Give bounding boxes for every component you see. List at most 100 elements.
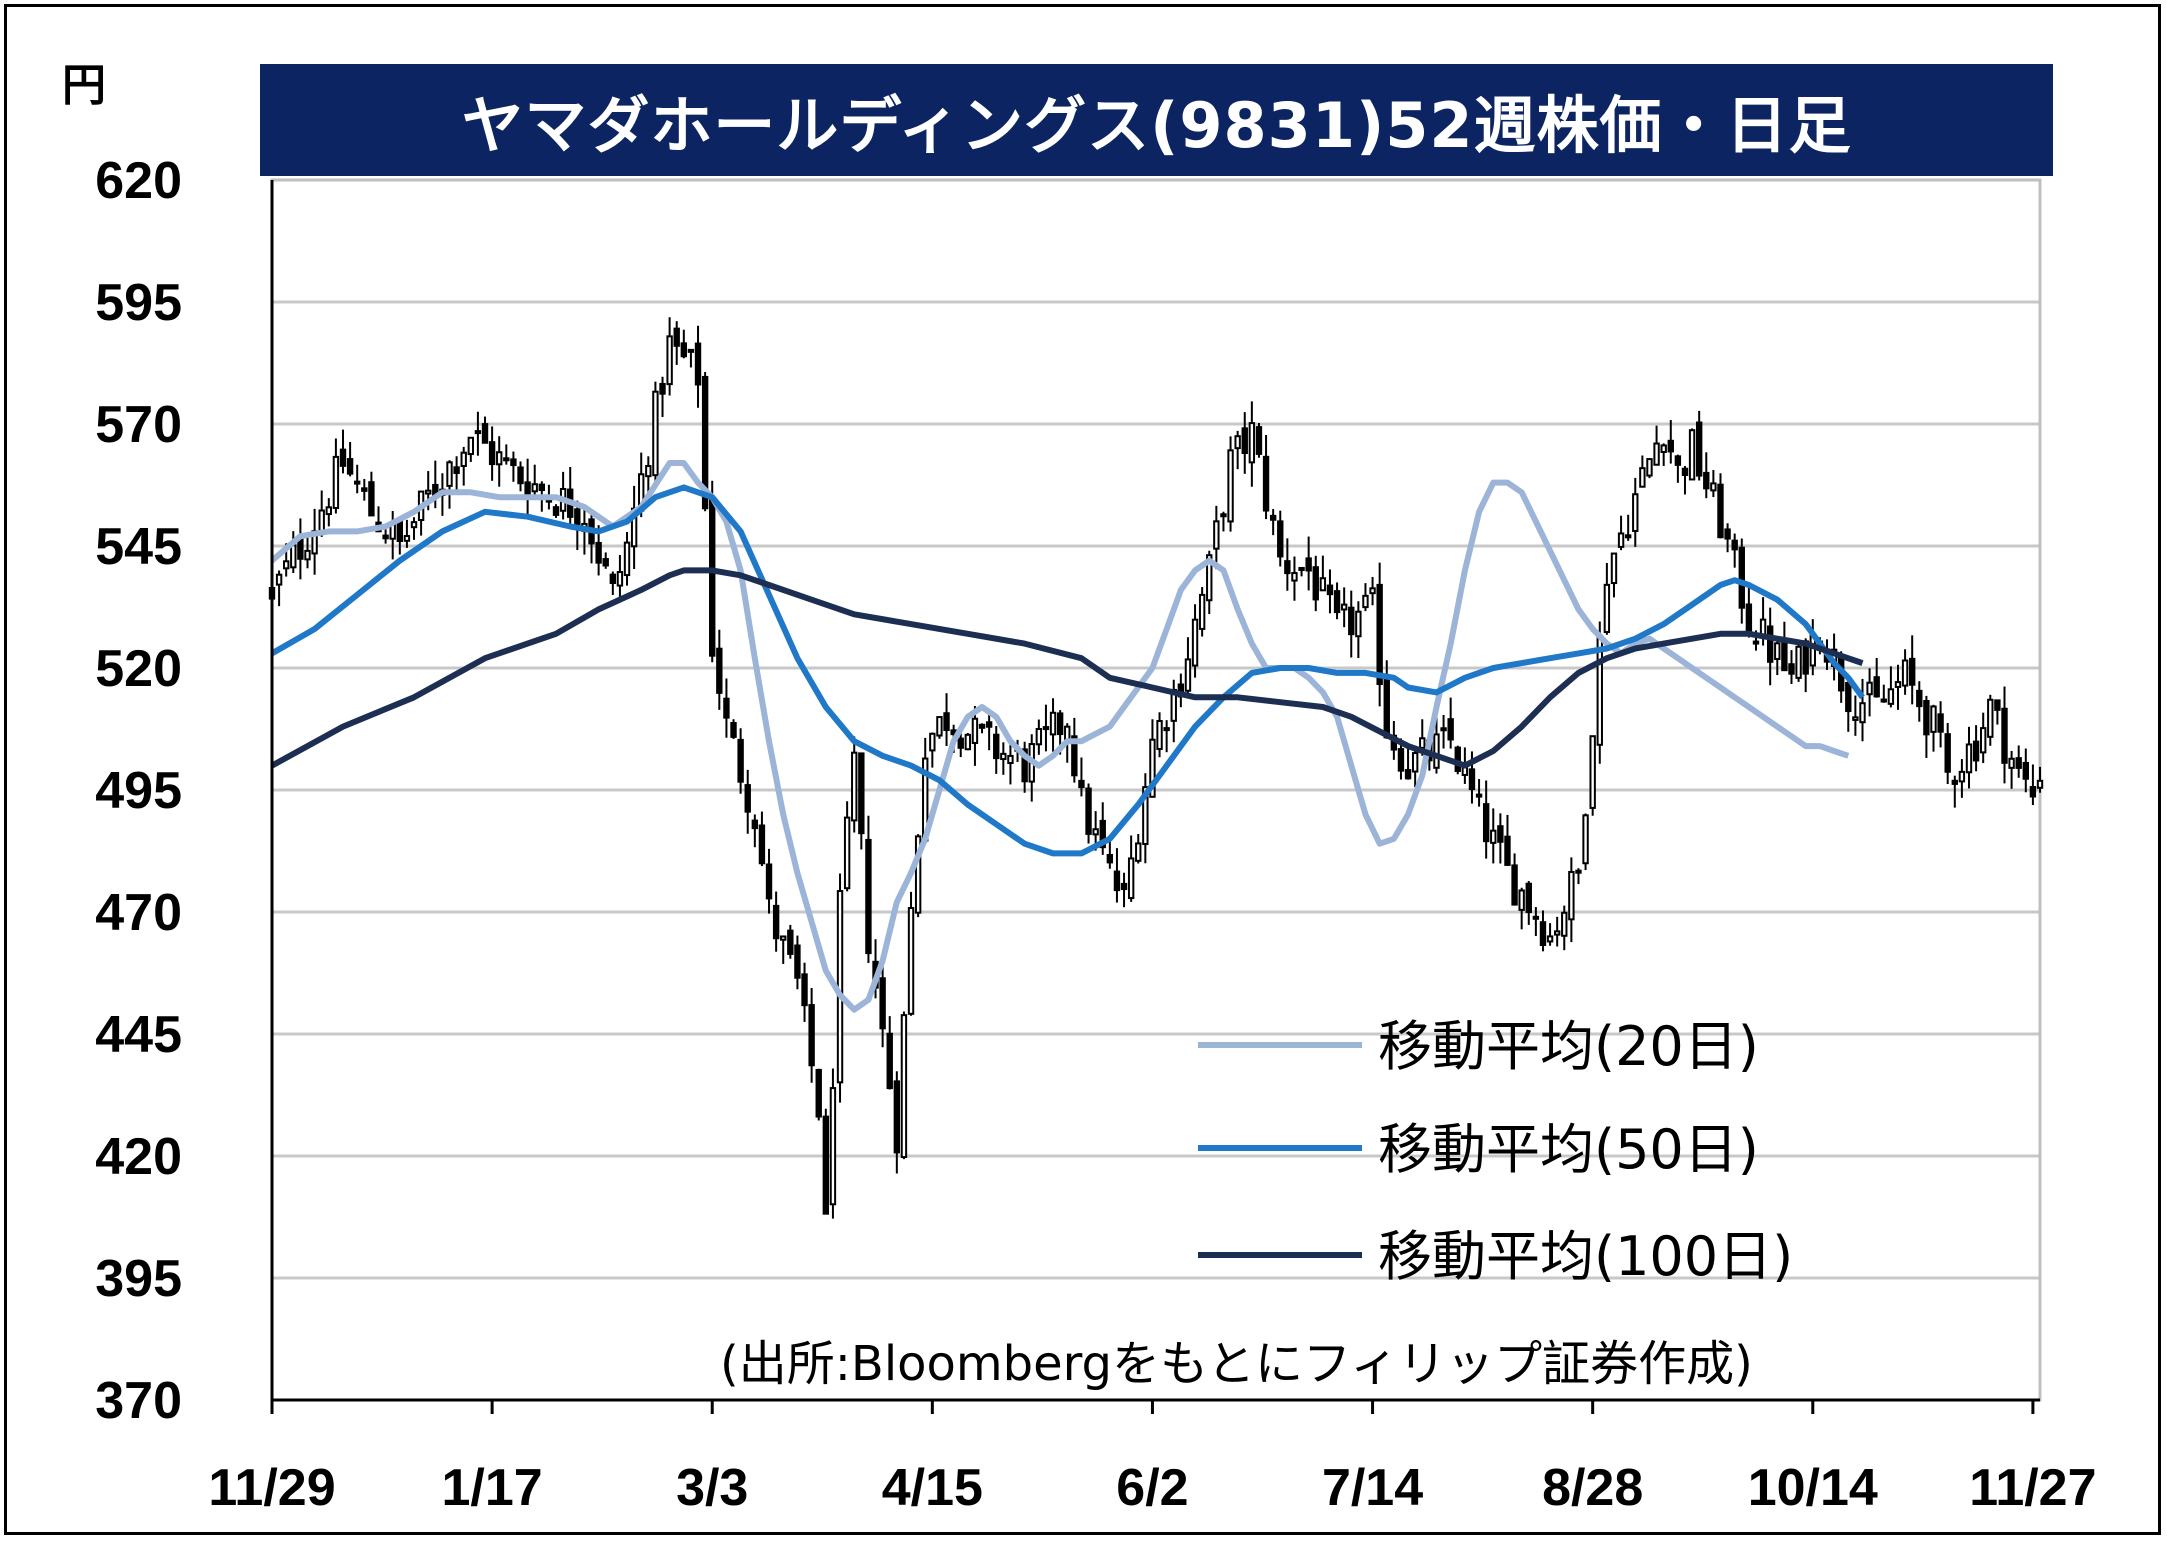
x-tick-label: 4/15	[882, 1459, 983, 1517]
candle-body	[1525, 882, 1532, 914]
candle-body	[1695, 421, 1703, 477]
candle-body	[1944, 733, 1951, 773]
candle-body	[361, 487, 368, 492]
candle-body	[1326, 584, 1334, 596]
candle-body	[687, 348, 695, 353]
candle-body	[283, 560, 290, 570]
candle-body	[1142, 786, 1149, 846]
candle-body	[851, 751, 858, 822]
candle-body	[531, 483, 538, 493]
candle-body	[1774, 642, 1781, 661]
candle-body	[460, 451, 467, 467]
candle-body	[858, 752, 865, 835]
candle-body	[1738, 546, 1745, 609]
candle-body	[1646, 458, 1653, 477]
candle-body	[1319, 577, 1327, 592]
series-line-ma50	[270, 484, 1865, 857]
y-tick-label: 545	[95, 518, 182, 576]
candle-body	[1965, 743, 1973, 774]
candle-body	[751, 819, 759, 830]
candle-body	[1049, 711, 1057, 736]
candle-body	[694, 342, 702, 386]
candle-body	[595, 541, 602, 564]
candle-body	[914, 835, 922, 914]
candle-body	[1468, 768, 1476, 791]
candle-body	[808, 1004, 815, 1067]
candle-body	[332, 455, 340, 509]
candle-body	[1269, 514, 1277, 521]
candle-body	[1703, 471, 1710, 490]
candle-body	[1653, 442, 1660, 466]
chart-title: ヤマダホールディングス(9831)52週株価・日足	[260, 64, 2053, 176]
candle-body	[1056, 712, 1064, 736]
candle-body	[843, 816, 851, 890]
candle-body	[1298, 566, 1305, 571]
candle-body	[1766, 625, 1774, 663]
y-tick-label: 470	[95, 884, 182, 942]
candle-body	[1539, 921, 1547, 947]
candle-body	[574, 508, 581, 527]
candle-body	[829, 1087, 837, 1206]
candle-body	[772, 904, 780, 940]
candle-body	[1717, 483, 1724, 539]
x-tick-label: 1/17	[442, 1459, 543, 1517]
candle-body	[730, 721, 737, 738]
candle-body	[2022, 761, 2029, 780]
candle-body	[517, 466, 524, 485]
legend-label-ma50: 移動平均(50日)	[1378, 1118, 1759, 1181]
candle-body	[1553, 930, 1561, 936]
candle-body	[1994, 699, 2001, 711]
candle-body	[1980, 727, 1987, 754]
chart-frame	[4, 4, 2161, 1535]
candle-body	[2008, 757, 2015, 769]
candle-body	[1532, 915, 1540, 920]
candle-body	[1404, 769, 1412, 780]
candle-body	[1987, 698, 1994, 738]
candle-body	[765, 863, 773, 900]
candle-body	[1930, 705, 1937, 733]
candle-body	[978, 723, 986, 729]
candle-body	[1120, 882, 1128, 891]
candle-body	[538, 483, 546, 492]
candle-body	[1660, 444, 1667, 453]
y-tick-label: 495	[95, 762, 182, 820]
candle-body	[1561, 911, 1568, 937]
candle-body	[1333, 590, 1341, 614]
candle-body	[446, 461, 453, 487]
candle-body	[1007, 754, 1014, 765]
candle-body	[1440, 727, 1447, 732]
candle-body	[1127, 857, 1135, 900]
candle-body	[1923, 700, 1930, 736]
candle-body	[1752, 640, 1760, 645]
candle-body	[1234, 435, 1241, 450]
candle-body	[1909, 657, 1916, 686]
candle-body	[1845, 682, 1852, 713]
candle-body	[609, 573, 617, 584]
candle-body	[474, 430, 482, 435]
candle-body	[1866, 681, 1873, 696]
candle-body	[879, 977, 886, 1030]
candle-body	[1071, 735, 1078, 777]
candle-body	[1788, 663, 1795, 675]
candle-body	[723, 697, 730, 719]
candle-body	[1255, 426, 1263, 455]
candle-body	[1135, 842, 1142, 862]
axis-layer: 620 595 570 545 520 495 470 445 420 395 370 11/29 1/…	[95, 152, 2096, 1517]
series-line-ma100	[270, 567, 1864, 769]
candle-body	[1433, 733, 1440, 769]
candle-body	[993, 733, 1000, 760]
candle-body	[1198, 593, 1206, 630]
candle-body	[481, 423, 489, 444]
candle-body	[496, 451, 503, 466]
candle-body	[616, 571, 624, 587]
candle-body	[1568, 870, 1575, 921]
x-tick-label: 11/27	[1969, 1459, 2096, 1517]
candle-body	[1085, 787, 1092, 835]
candle-body	[368, 481, 375, 517]
candle-body	[1497, 825, 1504, 843]
x-tick-label: 11/29	[208, 1459, 335, 1517]
candle-body	[488, 441, 496, 466]
candle-body	[673, 327, 680, 347]
candle-body	[552, 506, 560, 516]
